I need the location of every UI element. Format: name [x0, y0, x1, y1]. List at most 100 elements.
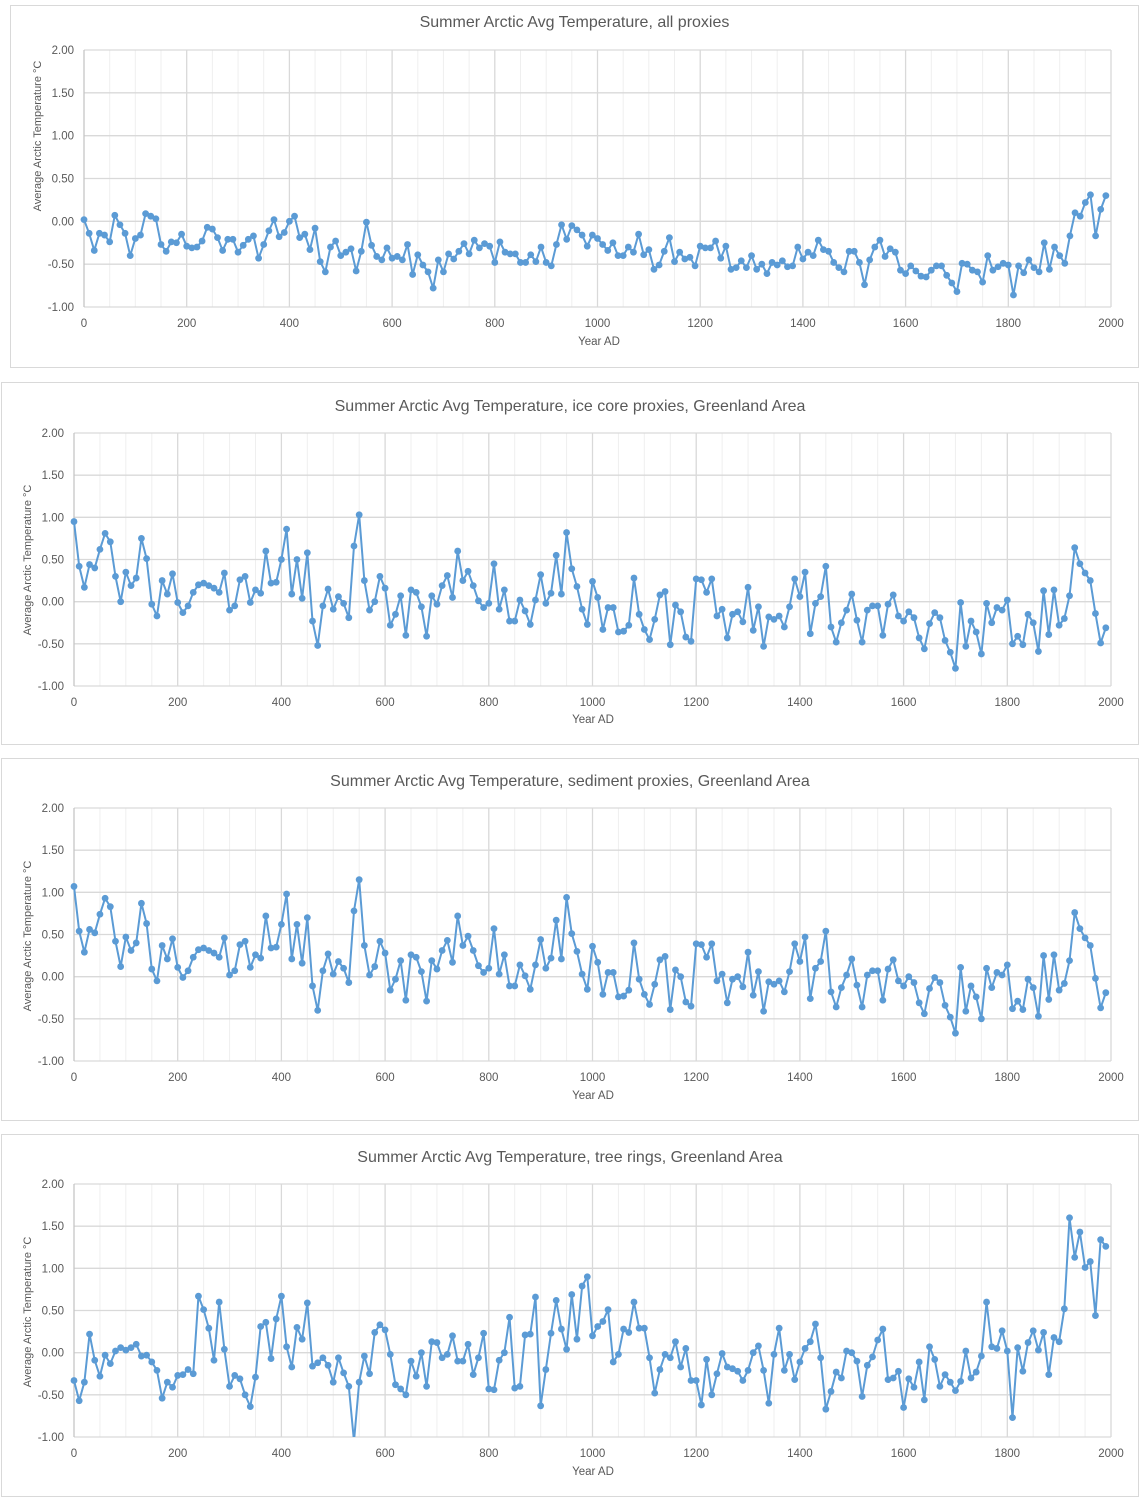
data-point [953, 288, 961, 295]
data-point [157, 241, 165, 248]
data-point [863, 606, 871, 614]
data-point [158, 577, 166, 584]
data-point [958, 259, 966, 267]
data-point [236, 576, 244, 584]
data-point [345, 979, 353, 986]
data-point [537, 243, 545, 251]
data-point [552, 916, 560, 924]
data-point [506, 982, 513, 990]
data-point [158, 1394, 166, 1402]
data-point [915, 1358, 923, 1366]
data-point [236, 1375, 244, 1383]
data-point [229, 235, 237, 243]
data-point [381, 949, 389, 957]
data-point [656, 956, 664, 964]
data-point [874, 602, 882, 610]
data-point [760, 1366, 768, 1374]
data-point [485, 1385, 493, 1393]
data-point [231, 1372, 239, 1379]
data-point [1050, 1334, 1058, 1341]
data-point [799, 255, 807, 263]
data-point [260, 241, 268, 248]
data-point [672, 601, 679, 609]
data-point [257, 1323, 265, 1330]
data-point [293, 920, 301, 928]
data-point [988, 984, 996, 992]
data-point [650, 265, 658, 273]
data-point [998, 1327, 1006, 1335]
data-point [366, 606, 373, 614]
data-point [599, 241, 607, 248]
data-point [280, 229, 288, 236]
data-point [495, 1356, 503, 1364]
data-point [1045, 631, 1053, 638]
x-tick-label: 200 [177, 318, 196, 330]
data-point [272, 1315, 280, 1323]
data-point [630, 574, 638, 582]
data-point [1076, 1228, 1084, 1236]
data-point [876, 236, 884, 244]
data-point [763, 270, 771, 277]
data-point [112, 1347, 119, 1355]
data-point [316, 258, 324, 265]
data-point [1092, 1312, 1099, 1319]
data-point [910, 614, 918, 622]
data-point [1060, 980, 1068, 987]
data-point [278, 920, 285, 928]
data-point [796, 958, 804, 965]
data-point [977, 650, 985, 658]
data-point [708, 1391, 716, 1399]
data-point [599, 1318, 607, 1325]
data-point [291, 212, 298, 220]
chart-panel-all-proxies: 2.00 1.50 1.00 0.50 0.00 -0.50 -1.00 0 200 400 600… [10, 5, 1139, 368]
x-tick-label: 1800 [995, 1072, 1021, 1084]
data-point [537, 571, 545, 579]
data-point [748, 252, 755, 259]
data-point [195, 946, 202, 954]
data-point [646, 636, 653, 644]
series-group [70, 511, 1110, 672]
data-point [121, 229, 129, 237]
data-point [532, 961, 539, 969]
data-point [428, 1338, 436, 1346]
y-tick-label: -1.00 [38, 1432, 64, 1444]
data-point [210, 949, 218, 957]
data-point [558, 221, 565, 229]
x-tick-label: 1800 [996, 318, 1022, 330]
y-tick-label: 1.00 [52, 131, 74, 143]
data-point [231, 602, 239, 610]
data-point [615, 628, 622, 636]
data-point [306, 246, 314, 254]
data-point [692, 940, 700, 948]
data-point [226, 1383, 233, 1390]
data-point [246, 599, 254, 606]
data-point [352, 267, 360, 275]
data-point [1102, 192, 1110, 200]
x-tick-label: 1000 [580, 1448, 606, 1460]
data-point [760, 1007, 768, 1015]
data-point [257, 589, 265, 597]
data-point [226, 606, 233, 614]
data-point [1081, 569, 1089, 577]
chart-title: Summer Arctic Avg Temperature, tree ring… [357, 1149, 783, 1166]
data-point [1045, 1371, 1053, 1378]
data-point [1086, 1258, 1094, 1265]
data-point [1055, 621, 1063, 629]
data-point [475, 244, 483, 252]
data-point [651, 615, 659, 623]
data-point [609, 604, 617, 611]
data-point [167, 238, 175, 246]
data-point [563, 1345, 570, 1353]
data-point [931, 1356, 939, 1363]
data-point [957, 599, 965, 606]
data-point [983, 1298, 990, 1306]
data-point [1092, 974, 1099, 982]
data-point [665, 234, 673, 242]
data-point [511, 982, 519, 990]
data-point [153, 612, 161, 620]
data-point [697, 941, 705, 949]
data-point [729, 1365, 736, 1373]
data-point [915, 634, 923, 642]
data-point [480, 604, 488, 611]
data-point [926, 620, 933, 627]
